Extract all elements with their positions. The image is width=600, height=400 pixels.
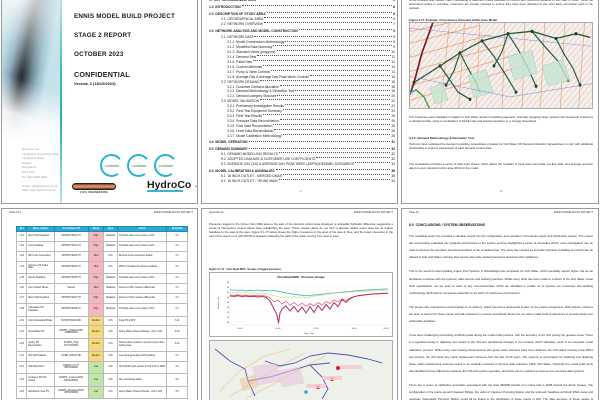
svg-text:34: 34 xyxy=(227,312,230,314)
svg-text:Pressure (m): Pressure (m) xyxy=(217,297,220,309)
svg-text:46: 46 xyxy=(227,282,230,284)
svg-text:44: 44 xyxy=(227,287,230,289)
svg-text:06:00: 06:00 xyxy=(275,328,281,330)
svg-text:12:00: 12:00 xyxy=(313,328,319,330)
svg-text:00:00: 00:00 xyxy=(237,328,243,330)
svg-text:Date / Time: Date / Time xyxy=(304,332,315,335)
svg-text:32: 32 xyxy=(227,317,230,319)
svg-text:18:00: 18:00 xyxy=(351,328,357,330)
svg-text:00:00: 00:00 xyxy=(383,328,389,330)
svg-text:36: 36 xyxy=(227,307,230,309)
svg-text:42: 42 xyxy=(227,292,230,294)
svg-text:30: 30 xyxy=(227,322,230,324)
svg-text:40: 40 xyxy=(227,297,230,299)
svg-text:38: 38 xyxy=(227,302,230,304)
